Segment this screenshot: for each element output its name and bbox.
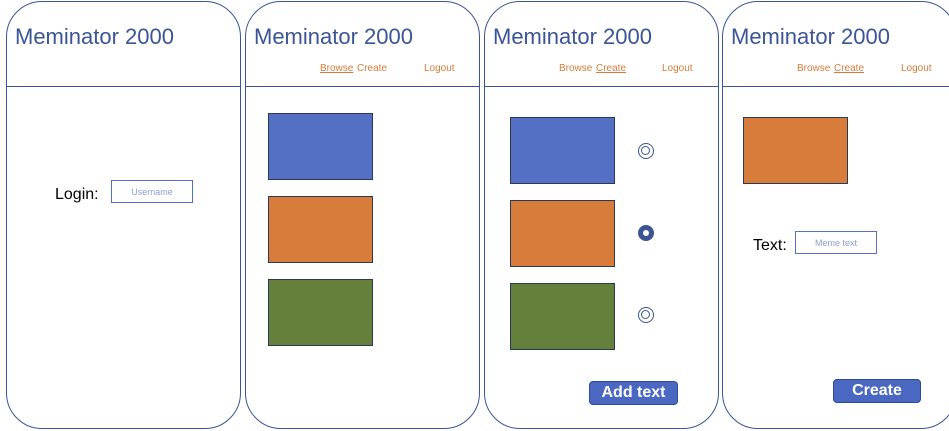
nav-create-link[interactable]: Create [357,63,388,74]
select-image-screen: Meminator 2000 Browse Create Logout Add … [484,1,719,429]
nav-create-link[interactable]: Create [834,63,865,74]
template-image-orange[interactable] [510,200,615,267]
app-title: Meminator 2000 [731,24,890,49]
nav-browse-link[interactable]: Browse [559,63,593,74]
nav-logout-link[interactable]: Logout [901,63,932,74]
nav-logout-link[interactable]: Logout [424,63,455,74]
username-input[interactable] [111,180,193,203]
add-text-screen: Meminator 2000 Browse Create Logout Text… [722,1,949,429]
meme-image-blue[interactable] [268,113,373,180]
template-radio-selected[interactable] [638,225,654,241]
app-title: Meminator 2000 [493,24,652,49]
nav-create-link[interactable]: Create [596,63,627,74]
browse-screen: Meminator 2000 Browse Create Logout [245,1,480,429]
app-title: Meminator 2000 [254,24,413,49]
header-divider [246,86,479,87]
template-radio[interactable] [638,307,654,323]
nav-logout-link[interactable]: Logout [662,63,693,74]
meme-text-input[interactable] [795,231,877,254]
template-image-green[interactable] [510,283,615,350]
nav-browse-link[interactable]: Browse [797,63,831,74]
selected-template-image [743,117,848,184]
login-label: Login: [55,186,99,203]
add-text-button[interactable]: Add text [589,381,678,405]
login-screen: Meminator 2000 Login: [6,1,241,429]
template-radio[interactable] [638,143,654,159]
create-button[interactable]: Create [833,379,921,403]
header-divider [485,86,718,87]
meme-image-orange[interactable] [268,196,373,263]
nav-browse-link[interactable]: Browse [320,63,354,74]
header-divider [7,86,240,87]
header-divider [723,86,949,87]
app-title: Meminator 2000 [15,24,174,49]
meme-text-label: Text: [753,237,787,254]
template-image-blue[interactable] [510,117,615,184]
meme-image-green[interactable] [268,279,373,346]
